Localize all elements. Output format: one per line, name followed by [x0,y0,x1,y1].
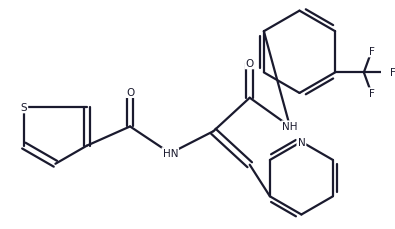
Text: F: F [369,47,374,57]
Text: N: N [297,137,305,147]
Text: O: O [126,88,134,98]
Text: F: F [369,89,374,99]
Text: HN: HN [162,149,178,158]
Text: O: O [246,59,254,69]
Text: F: F [389,68,395,78]
Text: NH: NH [282,122,298,132]
Text: S: S [21,103,27,113]
